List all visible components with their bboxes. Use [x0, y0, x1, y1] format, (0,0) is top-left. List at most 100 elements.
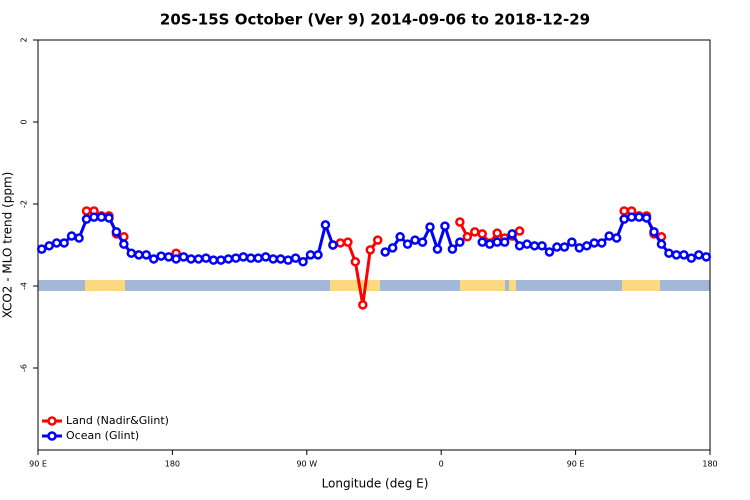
point [231, 253, 241, 263]
point [522, 239, 532, 249]
land-band [330, 280, 380, 291]
point [574, 243, 585, 253]
chart-title: 20S-15S October (Ver 9) 2014-09-06 to 20… [160, 11, 590, 29]
point [246, 253, 256, 263]
point [350, 257, 361, 267]
legend-marker [47, 416, 57, 426]
x-tick-label: 180 [702, 460, 717, 469]
x-tick-label: 90 E [567, 460, 585, 469]
point [417, 237, 428, 247]
y-tick-label: -4 [20, 282, 29, 290]
x-tick-label: 90 W [296, 460, 317, 469]
point [462, 232, 473, 242]
point [641, 213, 652, 223]
point [74, 233, 84, 243]
point [119, 239, 129, 249]
point [410, 235, 420, 245]
point [126, 248, 137, 258]
point [395, 232, 405, 242]
point [298, 257, 308, 267]
point [253, 253, 264, 263]
point [320, 220, 331, 230]
x-tick-label: 180 [165, 460, 180, 469]
point [455, 237, 465, 247]
point [559, 242, 570, 252]
point [604, 231, 614, 241]
point [313, 250, 323, 260]
point [686, 253, 697, 263]
point [671, 250, 682, 260]
point [186, 254, 196, 264]
point [104, 213, 114, 223]
plot-frame [37, 39, 711, 451]
point [335, 238, 346, 248]
point [514, 241, 525, 251]
point [223, 254, 234, 264]
point [656, 239, 667, 249]
point [552, 242, 562, 252]
point [507, 229, 517, 239]
point [96, 212, 107, 222]
point [477, 237, 488, 247]
point [44, 241, 54, 251]
point [81, 206, 92, 216]
y-tick-label: -6 [20, 364, 29, 372]
point [216, 255, 226, 265]
point [156, 251, 166, 261]
point [529, 241, 540, 251]
point [387, 243, 398, 253]
point [440, 221, 450, 231]
point [477, 229, 488, 239]
point [492, 228, 502, 238]
land-band [509, 280, 516, 291]
point [596, 238, 607, 248]
point [89, 212, 99, 222]
point [36, 244, 47, 254]
point [178, 252, 189, 262]
point [305, 250, 316, 260]
point [343, 237, 353, 247]
point [611, 233, 622, 243]
point [81, 214, 92, 224]
point [619, 206, 629, 216]
point [201, 253, 211, 263]
legend-marker [47, 431, 57, 441]
y-tick-label: 0 [20, 119, 29, 124]
x-tick-label: 0 [439, 460, 444, 469]
point [664, 248, 674, 258]
point [701, 252, 712, 262]
point [589, 238, 600, 248]
point [163, 252, 174, 262]
land-band [460, 280, 505, 291]
point [358, 300, 368, 310]
point [111, 227, 122, 237]
point [380, 247, 390, 257]
point [679, 250, 689, 260]
point [634, 212, 644, 222]
point [238, 252, 249, 262]
point [66, 231, 77, 241]
point [141, 250, 152, 260]
point [193, 254, 204, 264]
point [268, 254, 278, 264]
land-mask [38, 280, 710, 291]
point [425, 222, 435, 232]
point [402, 239, 413, 249]
point [290, 253, 301, 263]
point [455, 217, 465, 227]
point [275, 254, 286, 264]
point [484, 239, 495, 249]
point [432, 244, 443, 254]
point [365, 245, 376, 255]
point [447, 244, 458, 254]
point [372, 235, 383, 245]
point [544, 247, 555, 257]
point [492, 237, 502, 247]
point [59, 238, 69, 248]
point [537, 241, 547, 251]
point [499, 237, 510, 247]
y-axis-label: XCO2 - MLO trend (ppm) [1, 172, 15, 319]
x-tick-label: 90 E [29, 460, 47, 469]
land-band [85, 280, 125, 291]
